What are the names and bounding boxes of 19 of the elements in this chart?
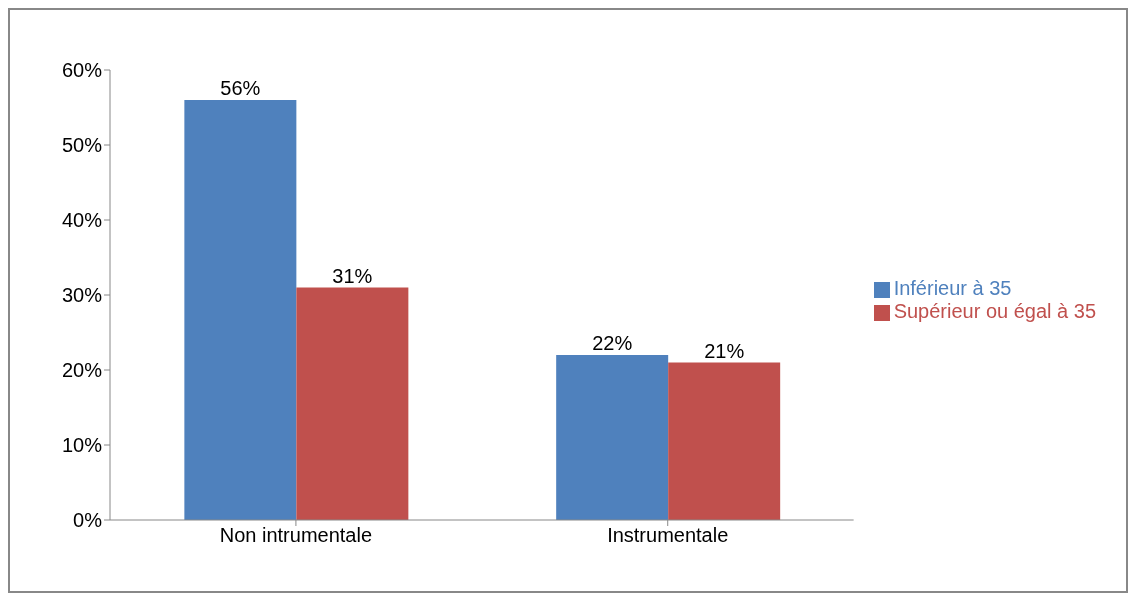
y-tick-label: 50% [61, 134, 103, 157]
y-tick-label: 60% [61, 59, 103, 82]
y-tick-label: 0% [73, 509, 103, 532]
y-tick-label: 40% [61, 209, 103, 232]
bar [556, 355, 669, 520]
legend-label: Inférieur à 35 [893, 277, 1012, 299]
y-tick-label: 20% [61, 359, 103, 382]
data-label: 56% [220, 77, 261, 99]
bar [668, 362, 781, 520]
x-tick-label: Instrumentale [607, 524, 729, 547]
bar [296, 287, 409, 520]
legend-label: Supérieur ou égal à 35 [893, 300, 1096, 322]
bar [184, 100, 297, 520]
x-tick-label: Non intrumentale [219, 524, 373, 547]
y-tick-label: 10% [61, 434, 103, 457]
y-tick-label: 30% [61, 284, 103, 307]
data-label: 21% [704, 339, 745, 362]
data-label: 31% [332, 264, 373, 287]
data-label: 22% [592, 332, 633, 354]
